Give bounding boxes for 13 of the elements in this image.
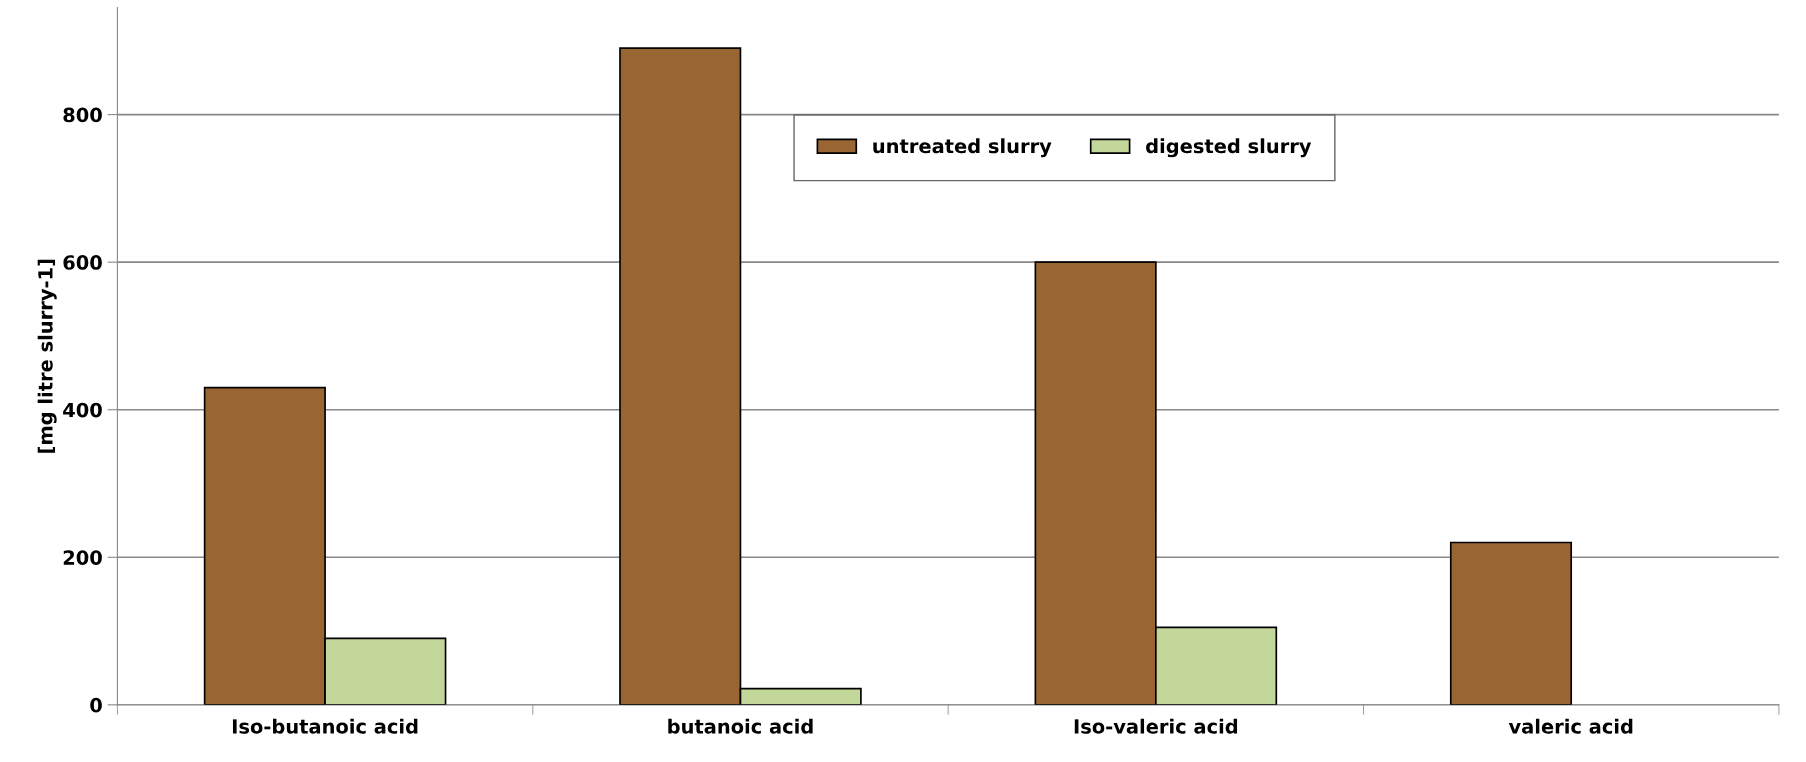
x-tick-label: Iso-butanoic acid (232, 718, 418, 734)
x-tick-label: Iso-valeric acid (1074, 718, 1238, 734)
x-tick-label: valeric acid (1508, 718, 1633, 734)
y-tick-label: 600 (63, 255, 102, 270)
y-axis-title: [mg litre slurry-1] (37, 259, 57, 453)
y-tick-label: 200 (63, 550, 102, 565)
bar (1449, 541, 1573, 705)
y-tick-label: 400 (63, 402, 102, 418)
x-tick-label: butanoic acid (668, 718, 813, 734)
legend-label: digested slurry (1146, 138, 1312, 158)
y-tick-label: 800 (63, 107, 102, 123)
legend-label: untreated slurry (873, 138, 1052, 158)
y-tick-label: 0 (90, 697, 102, 713)
